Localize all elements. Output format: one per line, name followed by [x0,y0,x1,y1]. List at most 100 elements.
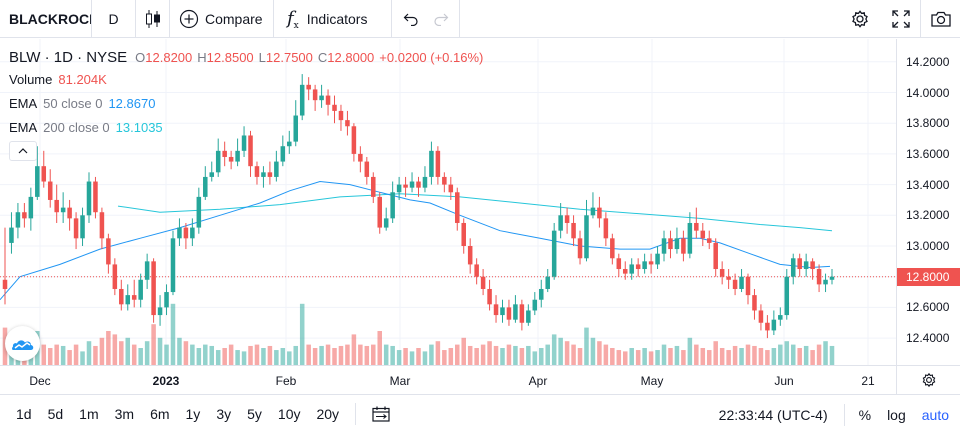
candle [144,253,150,289]
main-series-legend[interactable]: BLW · 1D · NYSE O12.8200 H12.8500 L12.75… [9,47,483,67]
candle-body [67,207,72,219]
candle [196,187,202,234]
range-button-20y[interactable]: 20y [308,395,347,433]
candle [442,172,447,193]
candle-body [577,238,583,259]
candle [170,230,176,296]
volume-bar [364,345,370,365]
settings-button[interactable] [838,0,882,38]
volume-bar [784,341,790,365]
axis-settings-button[interactable] [896,365,960,394]
volume-bar [73,344,79,365]
percent-scale-button[interactable]: % [845,395,879,433]
candle [157,295,163,326]
volume-bar [493,345,499,365]
compare-button[interactable]: Compare [170,0,274,38]
candle [635,258,641,277]
volume-bar [138,348,143,365]
candle-body [332,104,337,111]
range-button-1d[interactable]: 1d [8,395,40,433]
volume-bar [131,344,137,365]
range-label: 20y [316,406,340,422]
price-chart [0,39,896,365]
range-label: 10y [277,406,301,422]
candle [513,295,518,323]
range-button-3y[interactable]: 3y [208,395,239,433]
volume-bar [635,350,641,365]
price-axis[interactable]: 14.2000 14.0000 13.8000 13.6000 13.4000 13.20… [896,39,960,365]
candle-body [752,295,757,311]
candle-body [131,295,137,300]
ema200-legend[interactable]: EMA 200 close 0 13.1035 [9,115,483,139]
indicators-button[interactable]: fx Indicators [274,0,392,38]
time-axis[interactable]: Dec 2023 Feb Mar Apr May Jun 21 [0,365,896,394]
volume-bar [383,344,389,365]
candle [616,253,622,277]
candle-body [422,176,428,188]
candle-body [287,141,292,147]
chevron-up-icon [18,148,28,154]
auto-scale-button[interactable]: auto [914,395,960,433]
legend-sep-1: · [44,48,50,66]
ema50-legend[interactable]: EMA 50 close 0 12.8670 [9,91,483,115]
snapshot-button[interactable] [920,0,960,38]
volume-bar [54,344,59,365]
candle [480,269,486,296]
time-tick-label: Apr [528,374,548,388]
symbol-search-button[interactable]: BLACKROCI [0,0,92,38]
candle-body [745,276,751,296]
legend-collapse-button[interactable] [9,141,37,161]
candle-body [383,218,389,228]
candle-body [371,176,376,197]
volume-bar [765,350,770,365]
divider [355,403,357,425]
candle-body [203,176,208,197]
volume-bar [694,344,699,365]
interval-button[interactable]: D [92,0,136,38]
tradingview-logo-icon [11,339,33,350]
date-range-button[interactable] [364,395,398,433]
volume-bar [106,331,111,365]
candle [190,218,195,246]
volume-bar [803,345,809,365]
fullscreen-button[interactable] [882,0,920,38]
candle-body [416,181,421,188]
candle-body [771,319,777,331]
log-scale-button[interactable]: log [879,395,914,433]
candle [99,207,105,250]
redo-icon[interactable] [433,12,449,26]
time-tick-label: 21 [861,374,875,388]
range-button-6m[interactable]: 6m [142,395,177,433]
candle [293,100,299,147]
candle-body [829,276,835,280]
candle [752,288,757,320]
undo-icon[interactable] [403,12,419,26]
low-label: L [258,49,266,65]
toolbar-right [838,0,960,38]
tradingview-logo[interactable] [5,326,40,361]
range-button-1m[interactable]: 1m [71,395,106,433]
candle-body [616,258,622,270]
candle-body [274,161,279,177]
timezone-clock[interactable]: 22:33:44 (UTC-4) [719,403,845,426]
volume-bar [816,344,822,365]
range-button-1y[interactable]: 1y [178,395,209,433]
candle-body [487,288,492,305]
volume-bar [513,345,518,365]
range-button-5y[interactable]: 5y [239,395,270,433]
chart-pane[interactable] [0,39,896,365]
range-button-10y[interactable]: 10y [270,395,309,433]
candle [248,130,253,177]
range-button-5d[interactable]: 5d [40,395,72,433]
volume-legend[interactable]: Volume 81.204K [9,67,483,91]
volume-bar [545,344,550,365]
volume-bar [112,334,118,365]
chart-type-button[interactable] [136,0,170,38]
candle [590,192,596,219]
candle-body [571,222,576,239]
volume-bar [519,348,525,365]
candle [390,181,395,223]
close-value: 12.8000 [327,49,375,65]
candle [532,292,538,316]
range-button-3m[interactable]: 3m [107,395,142,433]
